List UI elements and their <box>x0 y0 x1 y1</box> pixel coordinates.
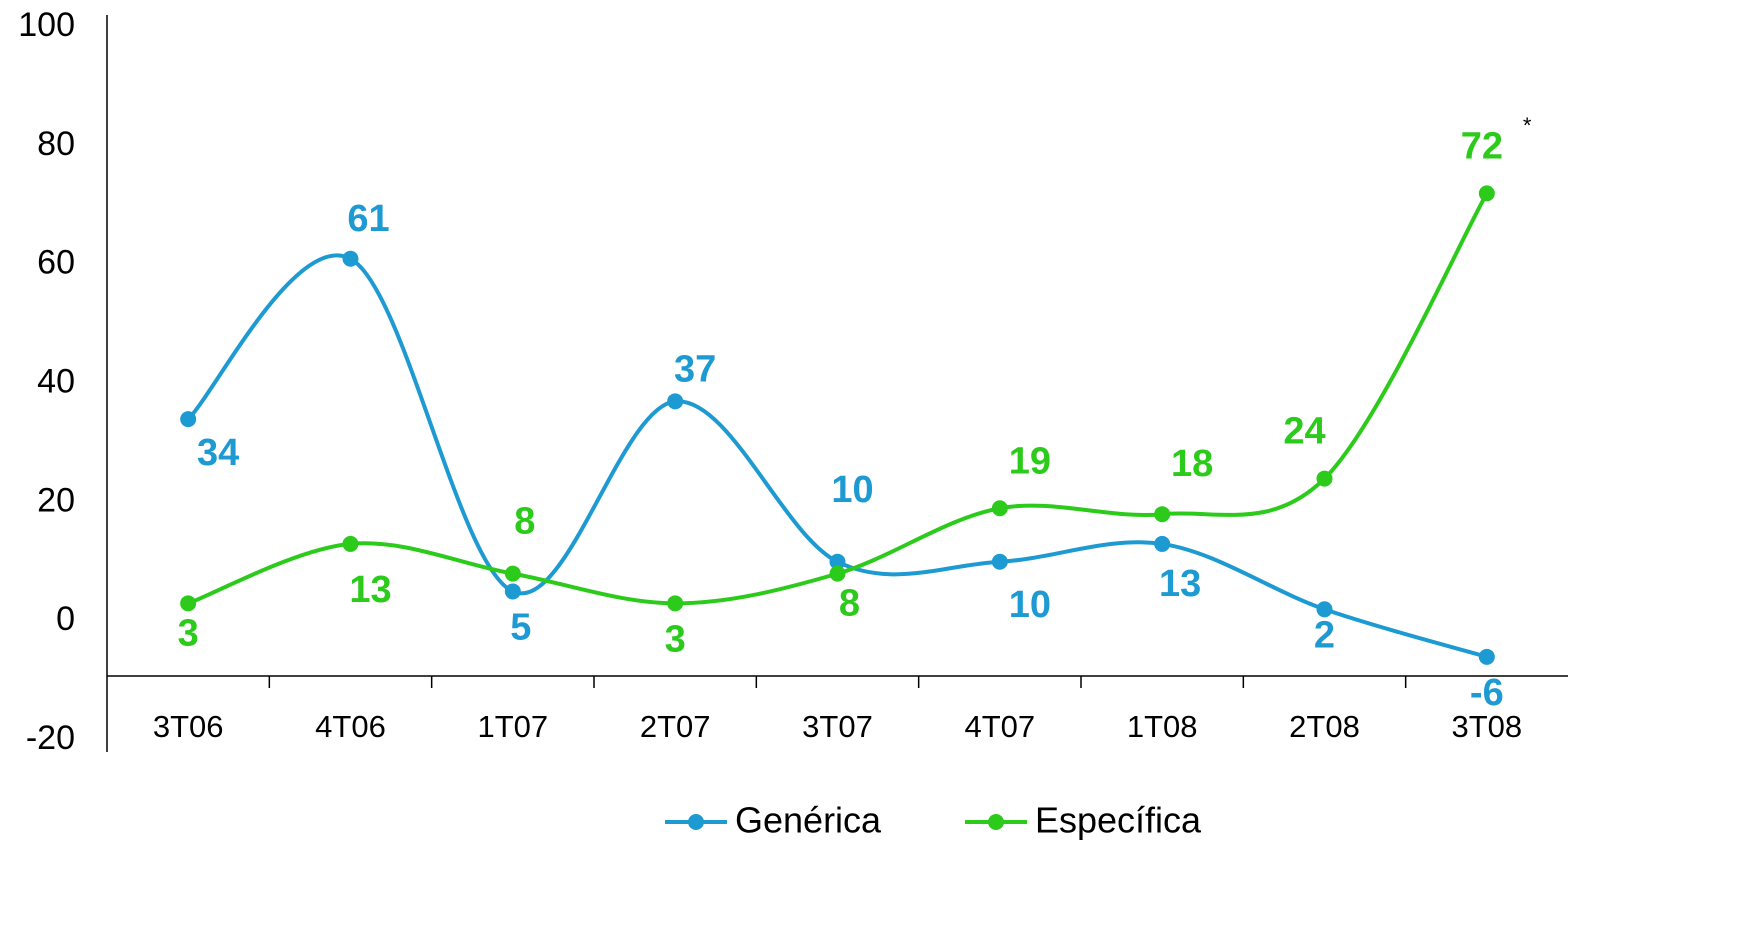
data-label: -6 <box>1470 672 1504 714</box>
data-label: 8 <box>514 501 535 543</box>
marker <box>1154 506 1171 523</box>
marker <box>1316 470 1333 487</box>
x-tick-label: 4T06 <box>315 709 386 744</box>
y-tick-label: 0 <box>56 600 75 638</box>
marker <box>1478 185 1495 202</box>
y-tick-label: -20 <box>26 719 75 757</box>
x-tick-label: 1T07 <box>477 709 548 744</box>
y-tick-label: 80 <box>37 125 75 163</box>
marker <box>504 583 521 600</box>
data-label: 10 <box>831 469 873 511</box>
data-label: 19 <box>1009 440 1051 482</box>
marker <box>504 565 521 582</box>
x-tick-label: 2T07 <box>640 709 711 744</box>
data-label: 3 <box>178 612 199 654</box>
x-tick-label: 3T06 <box>153 709 224 744</box>
data-label: 5 <box>510 606 531 648</box>
marker <box>991 553 1008 570</box>
series-line <box>187 192 1489 606</box>
marker <box>342 535 359 552</box>
y-tick-label: 20 <box>37 481 75 519</box>
legend-label: Genérica <box>735 800 882 841</box>
marker <box>667 393 684 410</box>
data-label: 72 <box>1461 125 1503 167</box>
data-label: 2 <box>1314 614 1335 656</box>
annotation: * <box>1523 113 1532 138</box>
data-label: 18 <box>1171 443 1213 485</box>
marker <box>667 595 684 612</box>
x-tick-label: 3T07 <box>802 709 873 744</box>
y-tick-label: 40 <box>37 362 75 400</box>
marker <box>1478 648 1495 665</box>
marker <box>991 500 1008 517</box>
y-tick-label: 100 <box>18 6 75 44</box>
legend-marker <box>688 814 704 830</box>
data-label: 10 <box>1009 584 1051 626</box>
marker <box>829 565 846 582</box>
marker <box>1316 601 1333 618</box>
legend-marker <box>988 814 1004 830</box>
x-tick-label: 4T07 <box>964 709 1035 744</box>
data-label: 13 <box>349 569 391 611</box>
data-label: 8 <box>839 583 860 625</box>
y-tick-label: 60 <box>37 244 75 282</box>
x-tick-label: 2T08 <box>1289 709 1360 744</box>
marker <box>180 411 197 428</box>
data-label: 3 <box>665 618 686 660</box>
marker <box>342 250 359 267</box>
data-label: 34 <box>197 432 239 474</box>
marker <box>180 595 197 612</box>
x-tick-label: 3T08 <box>1451 709 1522 744</box>
x-tick-label: 1T08 <box>1127 709 1198 744</box>
legend-label: Específica <box>1035 800 1202 841</box>
data-label: 37 <box>674 348 716 390</box>
marker <box>829 553 846 570</box>
marker <box>1154 535 1171 552</box>
data-label: 24 <box>1283 411 1325 453</box>
series-line <box>186 253 1488 659</box>
data-label: 61 <box>347 198 389 240</box>
data-label: 13 <box>1159 563 1201 605</box>
